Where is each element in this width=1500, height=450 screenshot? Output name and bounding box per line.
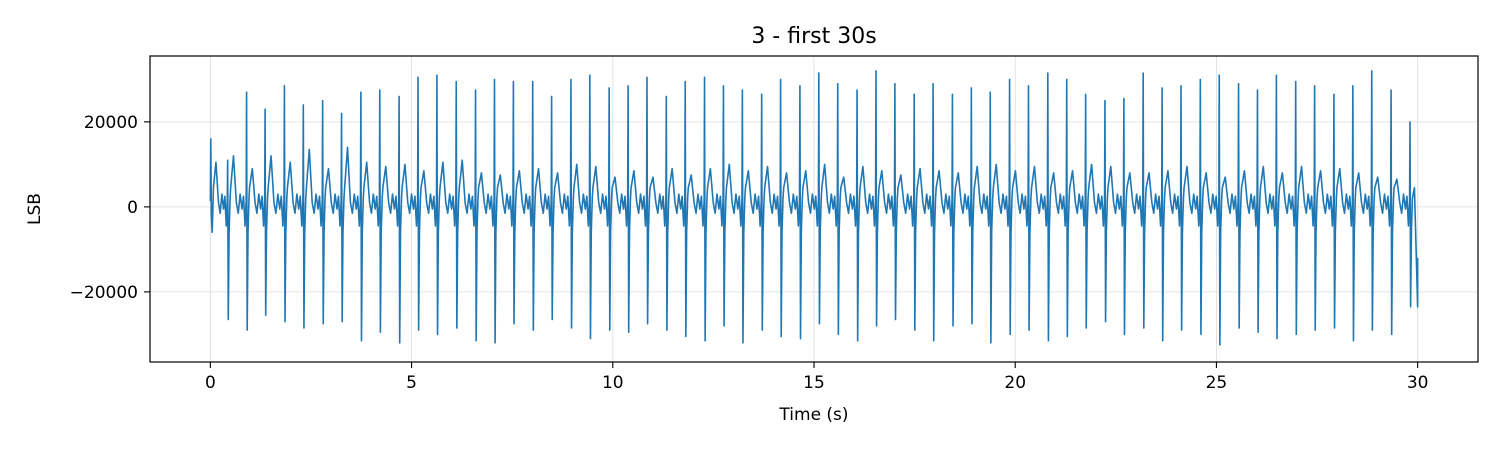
x-tick-label: 25 <box>1206 373 1228 393</box>
y-tick-label: 20000 <box>84 113 138 133</box>
x-tick-label: 10 <box>602 373 624 393</box>
y-tick-label: 0 <box>127 198 138 218</box>
x-axis-label: Time (s) <box>778 405 848 425</box>
y-tick-label: −20000 <box>70 283 138 303</box>
y-axis-ticks: −20000 0 20000 <box>70 113 150 303</box>
x-tick-label: 20 <box>1004 373 1026 393</box>
x-tick-label: 5 <box>406 373 417 393</box>
x-tick-label: 0 <box>205 373 216 393</box>
x-axis-ticks: 0 5 10 15 20 25 30 <box>205 362 1429 393</box>
y-axis-label: LSB <box>25 193 45 225</box>
chart-title: 3 - first 30s <box>751 24 876 49</box>
x-tick-label: 30 <box>1407 373 1429 393</box>
series-line <box>209 70 1419 346</box>
x-tick-label: 15 <box>803 373 825 393</box>
